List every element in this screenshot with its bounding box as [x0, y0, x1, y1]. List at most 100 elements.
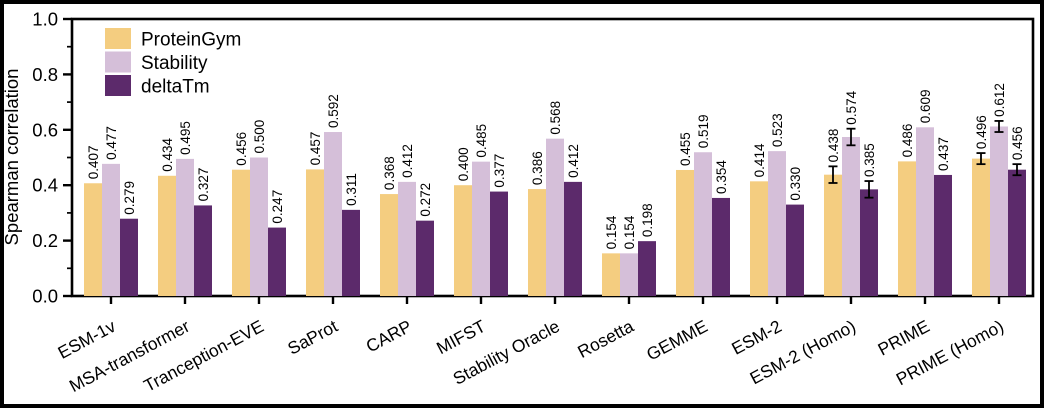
bar-value-label: 0.456 [1010, 126, 1025, 160]
bar-value-label: 0.154 [622, 215, 637, 249]
bar-value-label: 0.154 [604, 215, 619, 249]
bar-value-label: 0.327 [196, 168, 211, 202]
bar-value-label: 0.412 [400, 144, 415, 178]
bar-value-label: 0.272 [418, 183, 433, 217]
legend-swatch-deltatm [105, 75, 131, 96]
y-tick-label: 0.0 [32, 286, 58, 307]
bar-proteingym-6 [528, 189, 546, 296]
bar-value-label: 0.574 [844, 90, 859, 124]
bar-value-label: 0.612 [992, 83, 1007, 117]
bar-deltatm-7 [638, 241, 656, 296]
bar-value-label: 0.330 [788, 167, 803, 201]
plot-content: 0.00.20.40.60.81.0ESM-1v0.4070.4770.279M… [32, 9, 1035, 396]
bar-value-label: 0.354 [714, 160, 729, 194]
bar-deltatm-4 [416, 220, 434, 296]
bar-proteingym-3 [306, 169, 324, 296]
x-tick-label: CARP [363, 316, 415, 356]
bar-stability-5 [472, 161, 490, 296]
bar-deltatm-8 [712, 197, 730, 296]
y-tick-label: 0.4 [32, 175, 58, 196]
legend-swatch-stability [105, 51, 131, 73]
bar-value-label: 0.455 [678, 132, 693, 166]
bar-value-label: 0.500 [252, 120, 267, 154]
bar-proteingym-11 [898, 161, 916, 296]
bar-stability-2 [250, 157, 268, 296]
bar-deltatm-2 [268, 227, 286, 296]
y-tick-label: 0.6 [32, 119, 58, 140]
bar-stability-3 [324, 132, 342, 296]
bar-stability-10 [842, 137, 860, 296]
y-tick-label: 0.2 [32, 230, 58, 251]
bar-proteingym-10 [824, 174, 842, 296]
x-tick-label: Rosetta [574, 316, 637, 362]
bar-stability-12 [990, 126, 1008, 296]
bar-value-label: 0.438 [826, 129, 841, 163]
bar-proteingym-0 [84, 183, 102, 296]
legend-label: Stability [141, 53, 208, 74]
bar-proteingym-7 [602, 253, 620, 296]
x-tick-label: SaProt [284, 316, 341, 359]
bar-value-label: 0.456 [234, 132, 249, 166]
bar-value-label: 0.368 [382, 156, 397, 190]
x-tick-label: ESM-2 [728, 316, 785, 359]
bar-value-label: 0.437 [936, 137, 951, 171]
bar-value-label: 0.279 [122, 181, 137, 215]
x-tick-label: GEMME [643, 316, 711, 365]
bar-deltatm-5 [490, 191, 508, 296]
bar-stability-4 [398, 181, 416, 296]
bar-value-label: 0.568 [548, 101, 563, 135]
bar-proteingym-12 [972, 158, 990, 296]
bar-deltatm-11 [934, 174, 952, 296]
y-axis-title: Spearman correlation [1, 69, 22, 246]
bar-value-label: 0.495 [178, 121, 193, 155]
x-tick-label: PRIME [875, 316, 933, 360]
y-tick-label: 1.0 [32, 9, 58, 30]
legend-swatch-proteingym [105, 28, 131, 49]
bar-deltatm-3 [342, 209, 360, 296]
bar-value-label: 0.486 [900, 124, 915, 158]
bar-value-label: 0.385 [862, 143, 877, 177]
bar-value-label: 0.311 [344, 173, 359, 206]
bar-proteingym-9 [750, 181, 768, 296]
bar-value-label: 0.377 [492, 154, 507, 188]
bar-value-label: 0.519 [696, 114, 711, 148]
bar-value-label: 0.477 [104, 126, 119, 160]
bar-proteingym-5 [454, 185, 472, 296]
bar-stability-9 [768, 151, 786, 296]
bar-value-label: 0.247 [270, 190, 285, 224]
bar-value-label: 0.434 [160, 138, 175, 172]
bar-value-label: 0.496 [974, 115, 989, 149]
bar-value-label: 0.412 [566, 144, 581, 178]
legend-label: ProteinGym [141, 30, 241, 51]
bar-deltatm-1 [194, 205, 212, 296]
bar-deltatm-9 [786, 204, 804, 296]
bar-value-label: 0.400 [456, 147, 471, 181]
bar-stability-0 [102, 163, 120, 296]
legend-label: deltaTm [141, 77, 210, 98]
bar-value-label: 0.485 [474, 124, 489, 158]
bar-value-label: 0.198 [640, 203, 655, 237]
bar-value-label: 0.407 [86, 145, 101, 179]
bar-proteingym-1 [158, 175, 176, 296]
bar-stability-7 [620, 253, 638, 296]
bar-deltatm-12 [1008, 169, 1026, 296]
bar-value-label: 0.592 [326, 94, 341, 128]
bar-value-label: 0.386 [530, 151, 545, 185]
bar-stability-1 [176, 158, 194, 296]
bar-stability-11 [916, 127, 934, 296]
y-tick-label: 0.8 [32, 64, 58, 85]
bar-proteingym-2 [232, 169, 250, 296]
x-tick-label: MIFST [433, 316, 489, 358]
bar-deltatm-6 [564, 181, 582, 296]
bar-value-label: 0.609 [918, 90, 933, 124]
bar-deltatm-0 [120, 218, 138, 296]
bar-value-label: 0.457 [308, 132, 323, 166]
bar-stability-8 [694, 152, 712, 296]
bar-stability-6 [546, 138, 564, 296]
bar-deltatm-10 [860, 189, 878, 296]
bar-proteingym-8 [676, 169, 694, 296]
bar-proteingym-4 [380, 194, 398, 296]
